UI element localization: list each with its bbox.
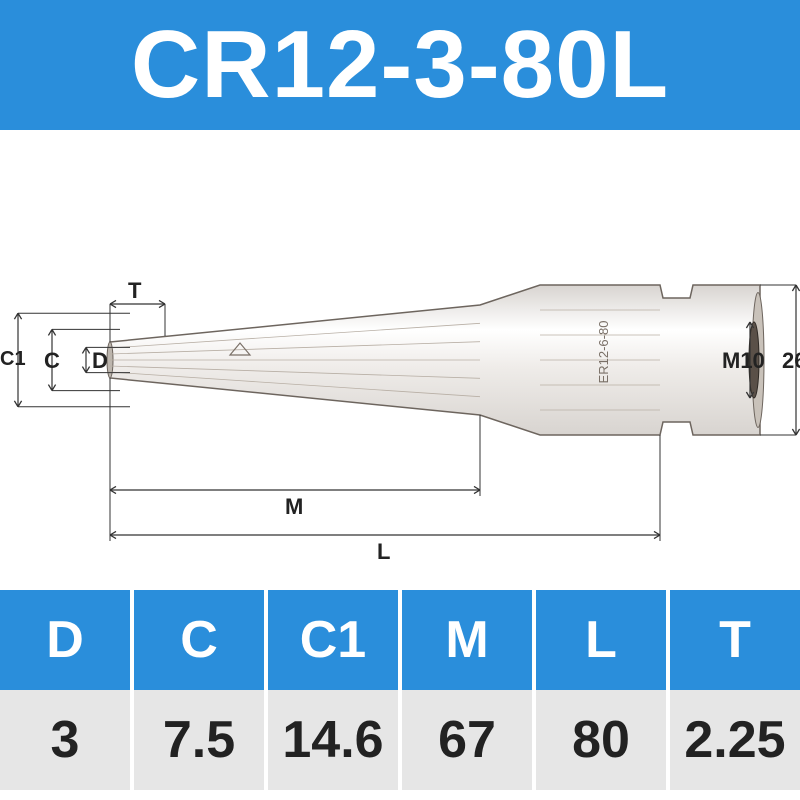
spec-col-c1: C1 bbox=[268, 590, 402, 690]
spec-col-m: M bbox=[402, 590, 536, 690]
collet-drawing: ER12-6-80 bbox=[0, 130, 800, 590]
spec-col-d: D bbox=[0, 590, 134, 690]
spec-val-c1: 14.6 bbox=[268, 690, 402, 790]
spec-val-l: 80 bbox=[536, 690, 670, 790]
spec-col-c: C bbox=[134, 590, 268, 690]
spec-val-d: 3 bbox=[0, 690, 134, 790]
title-banner: CR12-3-80L bbox=[0, 0, 800, 130]
dim-label-m: M bbox=[285, 494, 303, 520]
spec-val-m: 67 bbox=[402, 690, 536, 790]
spec-table-header-row: DCC1MLT bbox=[0, 590, 800, 690]
dim-label-c1: C1 bbox=[0, 348, 26, 371]
dim-label-d: D bbox=[92, 348, 108, 374]
technical-diagram: ER12-6-80 C1 C D T M L M10 26 bbox=[0, 130, 800, 590]
dim-label-26: 26 bbox=[782, 348, 800, 374]
dim-label-m10: M10 bbox=[722, 348, 765, 374]
spec-val-c: 7.5 bbox=[134, 690, 268, 790]
svg-text:ER12-6-80: ER12-6-80 bbox=[596, 321, 611, 384]
title-text: CR12-3-80L bbox=[131, 10, 669, 120]
spec-col-l: L bbox=[536, 590, 670, 690]
spec-table-value-row: 37.514.667802.25 bbox=[0, 690, 800, 790]
dim-label-t: T bbox=[128, 278, 141, 304]
spec-table: DCC1MLT 37.514.667802.25 bbox=[0, 590, 800, 790]
spec-val-t: 2.25 bbox=[670, 690, 800, 790]
dim-label-c: C bbox=[44, 348, 60, 374]
spec-col-t: T bbox=[670, 590, 800, 690]
dim-label-l: L bbox=[377, 539, 390, 565]
